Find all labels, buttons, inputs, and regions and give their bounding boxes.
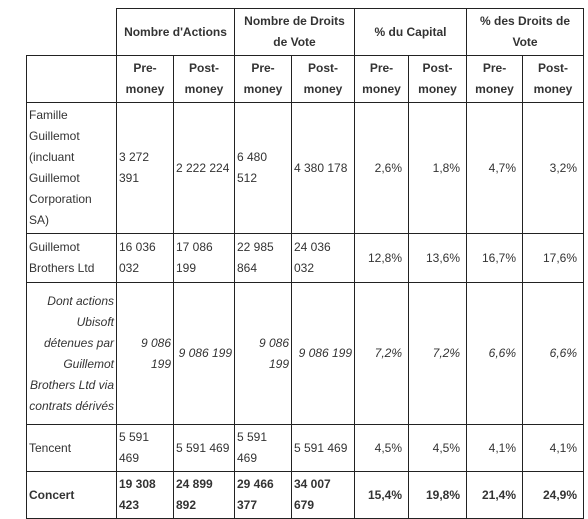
- cell: 5 591 469: [234, 424, 292, 472]
- cell: 7,2%: [407, 282, 468, 425]
- cell: 15,4%: [354, 471, 409, 519]
- cell: 4,5%: [407, 424, 468, 472]
- cell: 4 380 178: [291, 102, 355, 234]
- cell: 4,5%: [354, 424, 409, 472]
- cell: 2 222 224: [173, 102, 235, 234]
- subheader: Pre-money: [234, 55, 292, 103]
- cell: 19,8%: [407, 471, 468, 519]
- cell: 6 480 512: [234, 102, 292, 234]
- group-header: % des Droits de Vote: [466, 8, 585, 56]
- empty-cell: [26, 55, 117, 103]
- cell: 17 086 199: [173, 233, 235, 283]
- shareholding-table: Nombre d'Actions Nombre de Droits de Vote…: [26, 8, 585, 519]
- cell: 24 036 032: [291, 233, 355, 283]
- group-header: % du Capital: [353, 8, 468, 56]
- cell: 24,9%: [522, 471, 585, 519]
- subheader: Post-money: [407, 55, 468, 103]
- cell: 3 272 391: [116, 102, 174, 234]
- subheader-row: Pre-money Post-money Pre-money Post-money Pr…: [26, 55, 585, 103]
- cell: 16,7%: [466, 233, 524, 283]
- table-row: Dont actions Ubisoft détenues par Guille…: [26, 282, 585, 425]
- row-label: Guillemot Brothers Ltd: [26, 233, 117, 283]
- row-label: Concert: [26, 471, 117, 519]
- header-row: Nombre d'Actions Nombre de Droits de Vote…: [26, 8, 585, 56]
- cell: 5 591 469: [116, 424, 174, 472]
- cell: 5 591 469: [173, 424, 235, 472]
- subheader: Post-money: [522, 55, 585, 103]
- table-row: Tencent 5 591 469 5 591 469 5 591 469 5 591 …: [26, 424, 585, 472]
- cell: 16 036 032: [116, 233, 174, 283]
- table-row: Famille Guillemot (incluant Guillemot Co…: [26, 102, 585, 234]
- cell: 9 086 199: [234, 282, 292, 425]
- row-label: Famille Guillemot (incluant Guillemot Co…: [26, 102, 117, 234]
- table-row: Guillemot Brothers Ltd 16 036 032 17 086 1…: [26, 233, 585, 283]
- table-row: Concert 19 308 423 24 899 892 29 466 377 34 …: [26, 471, 585, 519]
- cell: 4,7%: [466, 102, 524, 234]
- cell: 6,6%: [522, 282, 585, 425]
- subheader: Pre-money: [466, 55, 524, 103]
- subheader: Post-money: [291, 55, 355, 103]
- cell: 9 086 199: [116, 282, 174, 425]
- cell: 9 086 199: [173, 282, 235, 425]
- cell: 5 591 469: [291, 424, 355, 472]
- subheader: Pre-money: [354, 55, 409, 103]
- cell: 17,6%: [522, 233, 585, 283]
- cell: 22 985 864: [234, 233, 292, 283]
- cell: 21,4%: [466, 471, 524, 519]
- cell: 13,6%: [407, 233, 468, 283]
- row-label: Dont actions Ubisoft détenues par Guille…: [26, 282, 117, 425]
- cell: 19 308 423: [116, 471, 174, 519]
- cell: 7,2%: [354, 282, 409, 425]
- cell: 2,6%: [354, 102, 409, 234]
- cell: 34 007 679: [291, 471, 355, 519]
- cell: 4,1%: [522, 424, 585, 472]
- cell: 12,8%: [354, 233, 409, 283]
- group-header: Nombre de Droits de Vote: [234, 8, 355, 56]
- cell: 3,2%: [522, 102, 585, 234]
- cell: 9 086 199: [291, 282, 355, 425]
- subheader: Post-money: [173, 55, 235, 103]
- cell: 4,1%: [466, 424, 524, 472]
- cell: 6,6%: [466, 282, 524, 425]
- cell: 29 466 377: [234, 471, 292, 519]
- cell: 1,8%: [407, 102, 468, 234]
- cell: 24 899 892: [173, 471, 235, 519]
- subheader: Pre-money: [116, 55, 174, 103]
- corner-cell: [26, 8, 117, 56]
- row-label: Tencent: [26, 424, 117, 472]
- group-header: Nombre d'Actions: [116, 8, 235, 56]
